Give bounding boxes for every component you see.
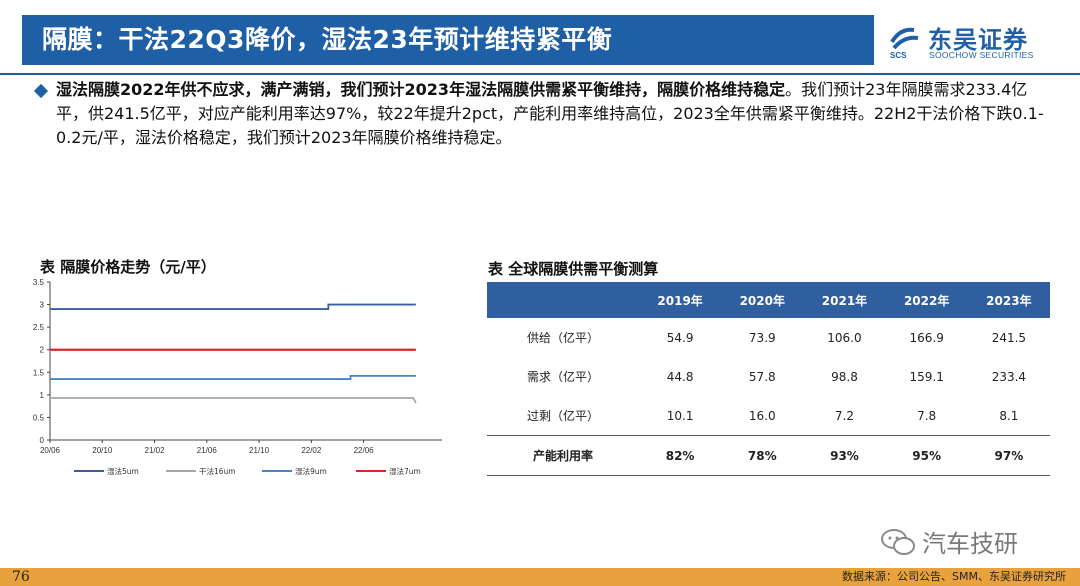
table-header-row: 2019年 2020年 2021年 2022年 2023年 [487,282,1050,318]
y-tick-label: 0.5 [33,413,45,422]
table-row: 需求（亿平） 44.8 57.8 98.8 159.1 233.4 [487,357,1050,396]
x-tick-label: 22/06 [354,446,375,455]
table-cell: 44.8 [666,369,694,384]
logo-mark-text: SCS [890,51,907,60]
supply-demand-table: 2019年 2020年 2021年 2022年 2023年 供给（亿平） 54.… [487,282,1050,476]
table-cell: 233.4 [991,369,1027,384]
table-cell: 7.2 [834,408,855,423]
table-header-cell: 2019年 [639,282,722,318]
soochow-logo-icon: SCS [890,27,919,60]
series-line-湿法5um [50,303,416,310]
y-tick-label: 1 [40,391,45,400]
page-title: 隔膜：干法22Q3降价，湿法23年预计维持紧平衡 [42,25,613,54]
legend-label: 湿法5um [107,466,139,476]
table-cell: 93% [803,435,886,476]
table-header-cell: 2020年 [721,282,804,318]
watermark: 汽车技研 [880,524,1018,559]
logo: SCS 东吴证券 SOOCHOW SECURITIES [888,20,1068,64]
row-label: 供给（亿平） [526,331,599,345]
table-cell: 10.1 [666,408,694,423]
summary-body: 。我们预计23年隔膜需求233.4亿平，供241.5亿平，对应产能利用率达97%… [56,80,1044,147]
table-cell: 8.1 [999,408,1019,423]
table-cell: 97% [967,435,1050,476]
row-label: 需求（亿平） [526,370,599,384]
title-bar [22,15,874,65]
table-cell: 159.1 [909,369,944,384]
x-tick-label: 22/02 [301,446,322,455]
summary-lead: 湿法隔膜2022年供不应求，满产满销，我们预计2023年湿法隔膜供需紧平衡维持，… [56,80,786,99]
table-cell: 82% [639,435,722,476]
y-tick-label: 3.5 [33,278,45,287]
table-row: 过剩（亿平） 10.1 16.0 7.2 7.8 8.1 [487,396,1050,436]
x-tick-label: 20/06 [40,446,61,455]
page-number: 76 [12,569,30,585]
legend-label: 湿法9um [295,466,327,476]
table-cell: 7.8 [917,408,937,423]
utilization-row: 产能利用率 82% 78% 93% 95% 97% [487,435,1050,476]
table-caption: 表 全球隔膜供需平衡测算 [488,260,659,278]
table-cell: 16.0 [748,408,776,423]
series-line-干法16um [50,397,417,404]
footer-bar [0,568,1080,586]
watermark-text: 汽车技研 [922,530,1018,558]
y-tick-label: 2 [40,346,45,355]
x-tick-label: 21/10 [249,446,270,455]
y-tick-label: 3 [40,301,45,310]
table-cell: 57.8 [748,369,776,384]
table-cell: 78% [721,435,804,476]
logo-text-en: SOOCHOW SECURITIES [929,50,1034,60]
wechat-icon [881,528,915,555]
logo-text-cn: 东吴证券 [928,26,1028,54]
row-label: 过剩（亿平） [526,409,599,423]
y-tick-label: 1.5 [33,368,45,377]
x-tick-label: 21/06 [197,446,218,455]
table-header-cell [487,282,639,318]
data-source: 数据来源：公司公告、SMM、东吴证券研究所 [842,570,1066,583]
table-cell: 98.8 [831,369,858,384]
x-tick-label: 21/02 [145,446,166,455]
legend-label: 湿法7um [389,466,421,476]
header-divider [0,73,1080,75]
diamond-bullet-icon [33,83,49,99]
y-tick-label: 2.5 [33,323,45,332]
table-cell: 241.5 [991,330,1027,345]
table-cell: 166.9 [909,330,944,345]
table-header-cell: 2022年 [885,282,968,318]
table-cell: 54.9 [666,330,694,345]
price-trend-chart: 0 0.5 1 1.5 2 2.5 3 3.5 20/06 20/10 21/02 21/06 21/1… [33,278,442,476]
row-label: 产能利用率 [487,435,639,476]
summary-paragraph: 湿法隔膜2022年供不应求，满产满销，我们预计2023年湿法隔膜供需紧平衡维持，… [56,78,1046,150]
table-header-cell: 2021年 [803,282,886,318]
table-cell: 106.0 [827,330,862,345]
table-row: 供给（亿平） 54.9 73.9 106.0 166.9 241.5 [487,318,1050,357]
y-tick-label: 0 [40,436,45,445]
chart-caption: 表 隔膜价格走势（元/平） [40,258,216,276]
table-header-cell: 2023年 [967,282,1050,318]
table-cell: 95% [885,435,968,476]
table-cell: 73.9 [748,330,776,345]
x-tick-label: 20/10 [92,446,113,455]
series-line-湿法9um [50,374,416,380]
legend-label: 干法16um [199,466,236,476]
